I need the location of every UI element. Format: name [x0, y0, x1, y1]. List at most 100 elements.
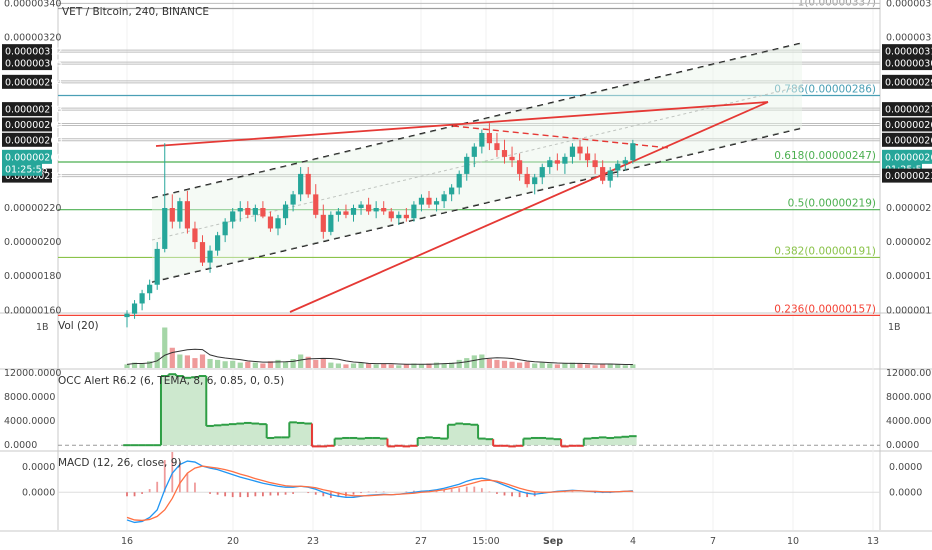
candle-body — [517, 160, 523, 174]
candle-body — [418, 197, 425, 205]
candle-body — [607, 170, 613, 181]
macd-pane: 0.0000 0.0000 0.0000 0.0000 — [22, 452, 922, 524]
channel-lower — [151, 127, 803, 283]
occ-tick-right: 12000.0000 — [886, 368, 932, 379]
price-tick-right: 0.00000180 — [886, 271, 932, 282]
price-tick-right: 0.00000160 — [886, 305, 932, 316]
volume-bar — [373, 364, 379, 368]
candle-body — [464, 156, 470, 174]
volume-bar — [554, 364, 560, 368]
price-tag-left: 0.00000278 — [5, 105, 62, 116]
price-tag-left-bg — [2, 117, 52, 132]
price-tag-right: 0.00000294 — [885, 77, 932, 88]
candle-body — [426, 197, 432, 205]
volume-bar — [486, 359, 492, 368]
occ-tick-right: 8000.0000 — [886, 392, 932, 403]
candle-body — [584, 153, 591, 161]
candle-body — [192, 228, 198, 243]
volume-bar — [464, 358, 470, 368]
candle-body — [282, 204, 289, 219]
signal-line — [126, 465, 633, 522]
volume-bar — [418, 364, 425, 368]
volume-bar — [282, 361, 289, 368]
red-support-line — [289, 101, 769, 313]
time-axis-label: 13 — [867, 536, 879, 547]
volume-bar — [154, 352, 160, 368]
fib-retracement[interactable]: 1(0.00000337) 0.786(0.00000286) 0.618(0.00… — [58, 0, 880, 317]
price-tag-right: 0.00000269 — [885, 120, 932, 131]
occ-tick-right: 4000.0000 — [886, 416, 932, 427]
volume-bar — [313, 359, 319, 368]
volume-bar — [275, 359, 281, 368]
candle-body — [411, 204, 417, 219]
occ-tick-right: 0.0000 — [886, 440, 919, 451]
volume-bar — [267, 361, 274, 368]
price-tick-right: 0.00000320 — [886, 33, 932, 44]
candle-body — [358, 204, 364, 208]
channel-fill — [152, 43, 802, 282]
price-tick-left: 0.00000340 — [4, 0, 61, 9]
candle-body — [388, 211, 394, 219]
candle-body — [169, 208, 175, 222]
candle-body — [486, 132, 492, 144]
volume-bar — [305, 356, 311, 368]
fib-level-label: 0.236(0.00000157) — [774, 303, 876, 315]
price-tick-left: 0.00000180 — [4, 271, 61, 282]
candle-body — [366, 204, 372, 212]
time-axis-label: 23 — [307, 536, 319, 547]
candle-body — [290, 194, 296, 205]
price-tick-left: 0.00000220 — [4, 203, 61, 214]
candle-body — [147, 284, 153, 294]
price-tag-left: 0.00000260 — [5, 152, 62, 163]
candle-body — [320, 214, 326, 232]
volume-bar — [335, 363, 341, 368]
candle-body — [449, 187, 455, 195]
candle-body — [199, 242, 206, 263]
candle-body — [162, 208, 168, 249]
time-axis-label: 16 — [121, 536, 133, 547]
fib-level-label: 0.786(0.00000286) — [774, 83, 876, 95]
candle-body — [335, 211, 341, 215]
candle-body — [554, 160, 560, 164]
volume-bar — [169, 347, 175, 368]
volume-ma-line — [126, 348, 633, 366]
time-axis-label: 15:00 — [472, 536, 499, 547]
candle-body — [184, 201, 190, 229]
volume-bar — [607, 363, 613, 368]
volume-bar — [298, 354, 304, 368]
candle-body — [471, 146, 477, 157]
volume-scale-right: 1B — [888, 322, 901, 333]
candle-body — [215, 235, 221, 251]
price-tick-left: 0.00000160 — [4, 305, 61, 316]
price-tag-left-bg — [2, 149, 52, 164]
volume-bar — [615, 364, 621, 368]
volume-bar — [139, 363, 145, 368]
price-tag-left: 0.00000312 — [5, 47, 62, 58]
price-tag-right-bg — [882, 117, 932, 132]
price-tag-left: 0.00000305 — [5, 59, 62, 70]
price-tick-right: 0.00000200 — [886, 237, 932, 248]
candle-body — [154, 248, 160, 285]
candle-body — [177, 201, 183, 222]
horizontal-levels — [58, 2, 880, 178]
volume-bar — [569, 362, 576, 368]
price-tag-right: 0.00000260 — [885, 152, 932, 163]
trend-channel[interactable] — [151, 42, 803, 313]
candle-body — [275, 218, 281, 229]
candle-body — [615, 163, 621, 171]
candlestick-series — [124, 122, 636, 328]
occ-tick-left: 12000.0000 — [4, 368, 61, 379]
volume-bar — [260, 363, 266, 368]
candle-body — [456, 173, 462, 188]
volume-bar — [403, 364, 409, 368]
volume-bar — [350, 363, 357, 368]
volume-bar — [539, 362, 545, 368]
price-tick-left: 0.00000200 — [4, 237, 61, 248]
volume-bar — [456, 359, 462, 368]
volume-bar — [328, 362, 334, 368]
candle-body — [298, 173, 304, 195]
volume-bar — [207, 359, 213, 368]
price-tag-right-bg — [882, 44, 932, 59]
